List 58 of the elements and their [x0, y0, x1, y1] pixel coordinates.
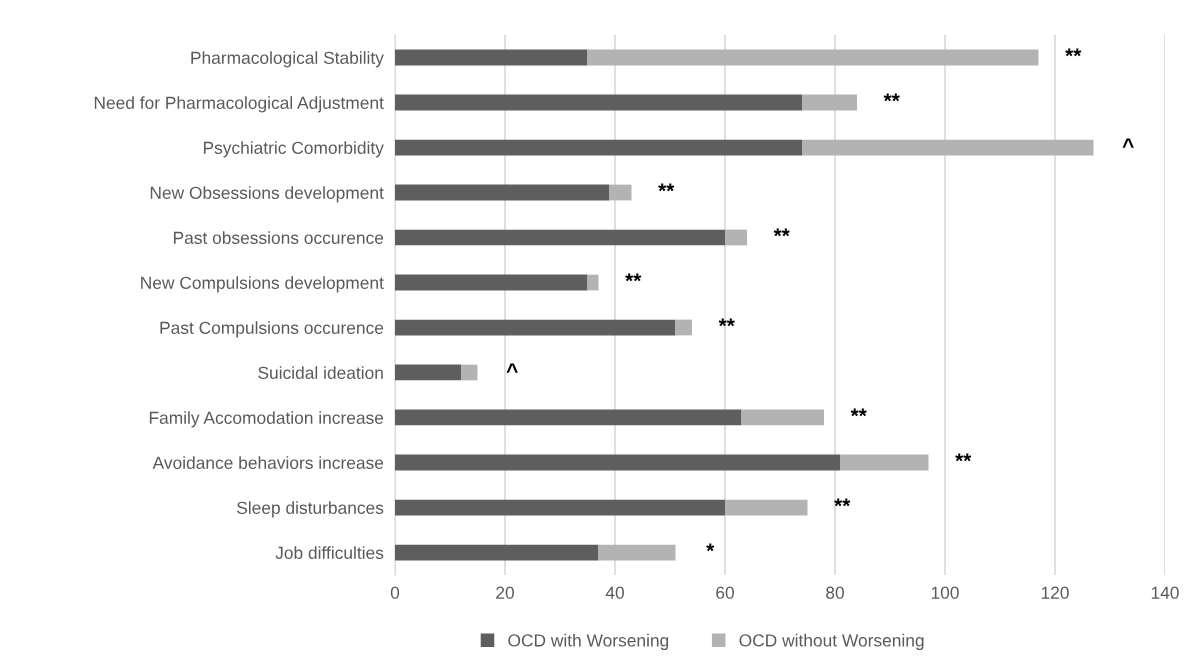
bar	[395, 49, 588, 66]
y-tick-label: New Obsessions development	[150, 186, 384, 203]
annotation: **	[1065, 48, 1082, 57]
bar	[587, 49, 1039, 66]
bar	[395, 364, 461, 381]
x-tick-label: 40	[605, 586, 624, 599]
bar	[725, 499, 808, 516]
bar	[598, 544, 676, 561]
x-tick-label: 120	[1041, 586, 1069, 599]
bar	[395, 94, 802, 111]
y-tick-label: Family Accomodation increase	[149, 411, 384, 428]
bar	[587, 274, 599, 291]
y-tick-label: Avoidance behaviors increase	[152, 456, 384, 469]
bar	[675, 319, 692, 336]
bar	[840, 454, 929, 471]
bar	[395, 139, 802, 156]
y-tick-label: Past obsessions occurence	[173, 231, 384, 244]
bar	[395, 409, 742, 426]
y-tick-label: Sleep disturbances	[237, 501, 384, 518]
annotation: ^	[1122, 138, 1134, 148]
annotation: **	[834, 498, 851, 507]
legend-label: OCD with Worsening	[508, 633, 669, 651]
annotation: **	[625, 273, 642, 282]
bar	[395, 319, 676, 336]
annotation: **	[718, 318, 735, 327]
bar	[395, 184, 610, 201]
x-tick-label: 0	[390, 586, 400, 599]
y-tick-label: New Compulsions development	[141, 276, 384, 293]
y-tick-label: Past Compulsions occurence	[160, 321, 384, 338]
bar	[461, 364, 478, 381]
bar	[395, 544, 599, 561]
bar	[802, 94, 857, 111]
x-tick-label: 20	[496, 586, 514, 599]
x-tick-label: 60	[716, 586, 734, 599]
x-tick-label: 140	[1151, 586, 1179, 599]
bar	[395, 229, 725, 246]
annotation: **	[955, 453, 972, 462]
bar	[395, 274, 588, 291]
bar	[741, 409, 824, 426]
bar	[395, 499, 725, 516]
annotation: ^	[506, 363, 518, 373]
y-tick-label: Suicidal ideation	[258, 366, 383, 379]
annotation: *	[706, 543, 715, 552]
annotation: **	[850, 408, 867, 417]
y-tick-label: Psychiatric Comorbidity	[203, 141, 384, 158]
x-tick-label: 80	[826, 586, 844, 599]
annotation: **	[773, 228, 790, 237]
bar	[395, 454, 841, 471]
y-tick-label: Job difficulties	[275, 546, 384, 559]
x-tick-label: 100	[931, 586, 959, 599]
bar	[609, 184, 632, 201]
bar	[802, 139, 1094, 156]
y-tick-label: Pharmacological Stability	[191, 51, 384, 68]
annotation: **	[883, 93, 900, 102]
y-tick-label: Need for Pharmacological Adjustment	[94, 96, 384, 113]
bar	[725, 229, 747, 246]
annotation: **	[658, 183, 675, 192]
legend-label: OCD without Worsening	[739, 633, 924, 651]
